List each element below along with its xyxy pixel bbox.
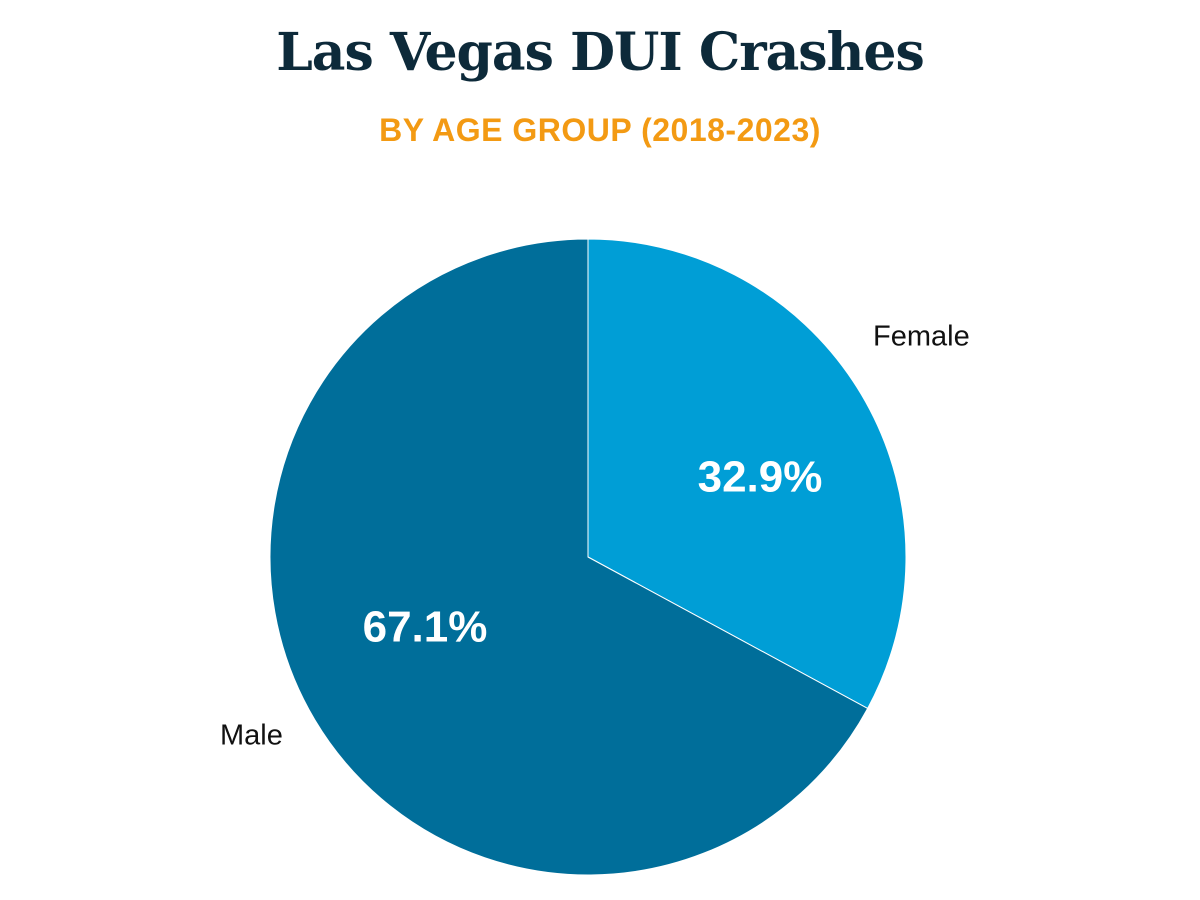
chart-subtitle: BY AGE GROUP (2018-2023) — [379, 112, 821, 148]
value-label-male: 67.1% — [363, 603, 488, 652]
category-label-female: Female — [873, 321, 970, 353]
chart-title: Las Vegas DUI Crashes — [276, 22, 925, 83]
pie-slice-male — [269, 238, 869, 876]
category-label-male: Male — [220, 720, 283, 752]
pie-slice-female — [587, 238, 907, 710]
value-label-female: 32.9% — [698, 453, 823, 502]
